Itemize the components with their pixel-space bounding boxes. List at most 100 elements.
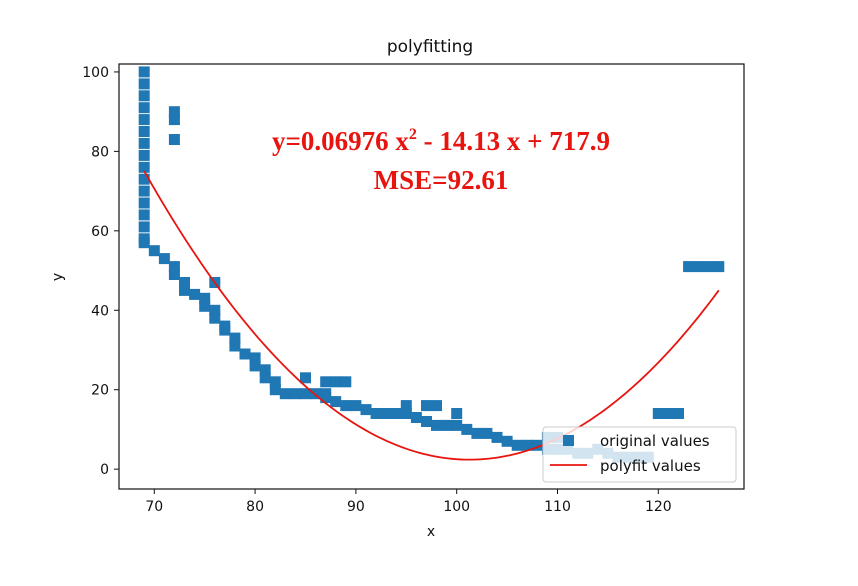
legend-frame: [542, 426, 737, 483]
scatter-point: [259, 364, 271, 376]
scatter-point: [168, 114, 180, 126]
scatter-point: [249, 352, 261, 364]
y-tick-label: 80: [91, 144, 109, 160]
scatter-point: [138, 185, 150, 197]
scatter-point: [501, 435, 513, 447]
scatter-point: [431, 400, 442, 412]
scatter-point: [441, 419, 453, 431]
polyfit-curve: [143, 170, 720, 461]
scatter-point: [400, 408, 412, 419]
x-tick-label: 100: [443, 499, 470, 515]
scatter-point: [168, 106, 180, 118]
scatter-point: [138, 102, 150, 114]
scatter-point: [138, 90, 150, 102]
scatter-point: [340, 400, 352, 412]
scatter-point: [340, 376, 352, 388]
y-tick-label: 20: [91, 383, 109, 399]
scatter-point: [189, 288, 201, 300]
x-axis-label: x: [427, 524, 435, 540]
scatter-point: [451, 419, 463, 431]
scatter-point: [138, 149, 150, 161]
scatter-point: [138, 237, 150, 249]
x-tick-label: 120: [645, 499, 672, 515]
scatter-point: [269, 384, 281, 396]
scatter-point: [279, 388, 291, 400]
scatter-point: [289, 388, 301, 400]
scatter-point: [421, 400, 432, 412]
scatter-point: [148, 245, 160, 257]
scatter-point: [713, 261, 725, 273]
scatter-point: [320, 392, 332, 404]
scatter-point: [138, 209, 150, 221]
x-tick-label: 90: [347, 499, 365, 515]
scatter-point: [209, 304, 221, 316]
scatter-point: [471, 427, 483, 439]
scatter-point: [350, 400, 362, 412]
scatter-point: [138, 161, 150, 173]
scatter-point: [330, 376, 342, 388]
scatter-point: [138, 173, 150, 185]
scatter-point: [461, 423, 473, 435]
scatter-point: [431, 419, 442, 431]
legend-label-original: original values: [600, 432, 710, 450]
scatter-point: [662, 408, 674, 419]
scatter-point: [168, 134, 180, 145]
scatter-point: [229, 332, 241, 344]
scatter-point: [219, 324, 231, 336]
equation-prefix: y=0.06976 x: [272, 126, 409, 156]
scatter-point: [330, 396, 342, 408]
scatter-point: [521, 439, 533, 451]
scatter-point: [300, 388, 311, 400]
scatter-point: [179, 277, 190, 288]
x-axis-ticks: 70 80 90 100 110 120: [145, 489, 672, 515]
scatter-point: [199, 292, 211, 304]
scatter-point: [209, 312, 221, 324]
mse-label: MSE=92.61: [374, 165, 509, 195]
scatter-point: [138, 197, 150, 209]
scatter-point: [491, 431, 503, 443]
x-tick-label: 80: [246, 499, 264, 515]
scatter-point: [683, 261, 695, 273]
scatter-point: [249, 360, 261, 372]
legend-marker-original: [563, 435, 574, 446]
y-axis-label: y: [50, 273, 66, 281]
scatter-point: [179, 284, 190, 296]
chart-title: polyfitting: [387, 37, 473, 57]
fit-equation: y=0.06976 x2 - 14.13 x + 717.9: [272, 126, 610, 156]
legend-label-polyfit: polyfit values: [600, 457, 701, 475]
scatter-point: [138, 137, 150, 149]
scatter-point: [390, 408, 402, 419]
scatter-point: [239, 348, 251, 360]
scatter-point: [421, 416, 432, 427]
y-tick-label: 0: [100, 462, 109, 478]
scatter-point: [400, 400, 412, 412]
scatter-point: [703, 261, 715, 273]
scatter-point: [138, 66, 150, 78]
equation-exponent: 2: [409, 126, 417, 143]
scatter-point: [229, 340, 241, 352]
scatter-point: [531, 439, 543, 451]
x-tick-label: 110: [544, 499, 571, 515]
y-tick-label: 40: [91, 303, 109, 319]
scatter-point: [481, 427, 493, 439]
scatter-point: [360, 404, 372, 416]
scatter-point: [138, 114, 150, 126]
y-tick-label: 100: [82, 65, 109, 81]
scatter-point: [158, 253, 170, 265]
scatter-point: [673, 408, 684, 419]
scatter-point: [168, 261, 180, 273]
scatter-point: [300, 372, 311, 384]
scatter-point: [652, 408, 664, 419]
axes-frame: [118, 63, 745, 490]
y-axis-ticks: 0 20 40 60 80 100: [82, 65, 119, 478]
scatter-point: [269, 376, 281, 388]
scatter-point: [320, 376, 332, 388]
scatter-point: [693, 261, 705, 273]
scatter-point: [451, 408, 463, 419]
scatter-point: [410, 412, 422, 423]
legend: original values polyfit values: [542, 426, 737, 483]
scatter-point: [310, 388, 322, 400]
scatter-point: [138, 221, 150, 233]
